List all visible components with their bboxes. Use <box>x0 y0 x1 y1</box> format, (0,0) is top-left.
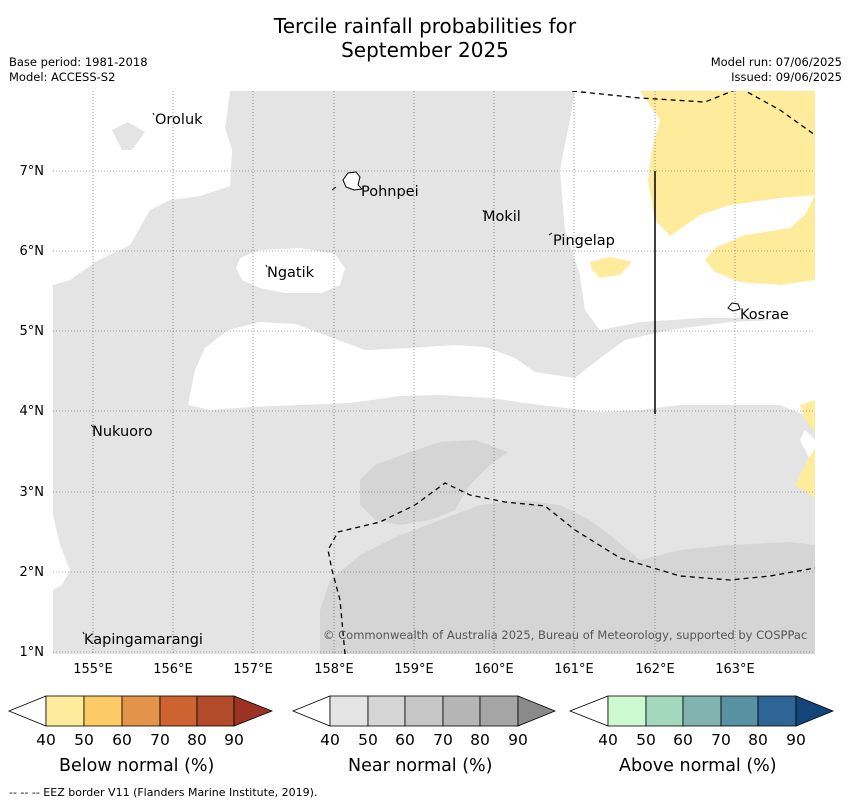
near-tick-40: 40 <box>320 731 340 749</box>
lon-tick-162e: 162°E <box>635 662 675 677</box>
model-run: Model run: 07/06/2025 <box>710 55 842 69</box>
near-normal-50-region-south <box>360 440 508 525</box>
meta-right: Model run: 07/06/2025 Issued: 09/06/2025 <box>711 55 842 85</box>
below-normal-legend-title: Below normal (%) <box>59 756 215 776</box>
below-normal-40-patch-east <box>590 257 632 278</box>
pohnpei-islet <box>331 186 337 191</box>
below-normal-40-patch-edge-b <box>795 448 815 498</box>
kosrae-island-outline <box>727 302 741 312</box>
eez-footnote: -- -- -- EEZ border V11 (Flanders Marine… <box>9 786 318 799</box>
lat-tick-3n: 3°N <box>19 485 45 500</box>
lat-tick-2n: 2°N <box>19 565 45 580</box>
below-normal-40-region-northeast <box>640 91 815 236</box>
lon-tick-160e: 160°E <box>474 662 514 677</box>
lat-tick-1n: 1°N <box>19 645 45 660</box>
base-period: Base period: 1981-2018 <box>9 55 148 69</box>
no-signal-region-west <box>53 91 232 285</box>
meta-left: Base period: 1981-2018 Model: ACCESS-S2 <box>9 55 148 85</box>
no-signal-region-south-west <box>53 515 70 590</box>
near-tick-70: 70 <box>433 731 453 749</box>
below-tick-70: 70 <box>150 731 170 749</box>
pohnpei-island-outline <box>342 171 364 191</box>
no-signal-region-ngatik <box>236 248 345 293</box>
title-line-1: Tercile rainfall probabilities for <box>273 14 577 38</box>
lat-tick-6n: 6°N <box>19 244 45 259</box>
near-tick-60: 60 <box>395 731 415 749</box>
lon-tick-161e: 161°E <box>554 662 594 677</box>
place-label-kapingamarangi: Kapingamarangi <box>84 632 203 648</box>
near-normal-40-northwest <box>112 122 145 150</box>
lon-tick-156e: 156°E <box>153 662 193 677</box>
above-tick-80: 80 <box>748 731 768 749</box>
above-tick-90: 90 <box>786 731 806 749</box>
below-tick-50: 50 <box>74 731 94 749</box>
above-tick-50: 50 <box>636 731 656 749</box>
eez-border <box>327 91 815 654</box>
colorbar-below-normal <box>7 695 274 727</box>
below-normal-40-region-east <box>705 195 815 285</box>
lat-tick-5n: 5°N <box>19 324 45 339</box>
near-normal-50-region-southeast <box>320 500 815 654</box>
place-label-nukuoro: Nukuoro <box>92 424 153 440</box>
near-normal-legend-title: Near normal (%) <box>348 756 493 776</box>
lon-tick-158e: 158°E <box>314 662 354 677</box>
lon-tick-163e: 163°E <box>715 662 755 677</box>
lon-tick-157e: 157°E <box>233 662 273 677</box>
place-label-pingelap: Pingelap <box>553 233 615 249</box>
place-label-pohnpei: Pohnpei <box>361 184 419 200</box>
no-signal-region-central <box>188 300 815 654</box>
below-tick-60: 60 <box>112 731 132 749</box>
below-tick-80: 80 <box>187 731 207 749</box>
above-tick-40: 40 <box>598 731 618 749</box>
colorbar-above-normal <box>568 695 835 727</box>
above-tick-60: 60 <box>673 731 693 749</box>
above-normal-legend-title: Above normal (%) <box>619 756 777 776</box>
lat-tick-7n: 7°N <box>19 164 45 179</box>
lon-tick-155e: 155°E <box>73 662 113 677</box>
title-line-2: September 2025 <box>341 38 509 62</box>
near-tick-90: 90 <box>508 731 528 749</box>
lon-tick-159e: 159°E <box>394 662 434 677</box>
colorbar-near-normal <box>291 695 557 727</box>
below-tick-90: 90 <box>224 731 244 749</box>
place-label-kosrae: Kosrae <box>740 307 789 323</box>
place-label-mokil: Mokil <box>483 209 521 225</box>
below-normal-40-patch-edge-a <box>800 400 815 432</box>
model-name: Model: ACCESS-S2 <box>9 70 116 84</box>
place-label-ngatik: Ngatik <box>267 265 315 281</box>
near-tick-80: 80 <box>470 731 490 749</box>
below-tick-40: 40 <box>36 731 56 749</box>
near-tick-50: 50 <box>358 731 378 749</box>
above-tick-70: 70 <box>711 731 731 749</box>
islet-markers <box>82 112 553 635</box>
place-label-oroluk: Oroluk <box>155 112 203 128</box>
issued-date: Issued: 09/06/2025 <box>731 70 842 84</box>
copyright-notice: © Commonwealth of Australia 2025, Bureau… <box>323 628 808 642</box>
lat-tick-4n: 4°N <box>19 404 45 419</box>
map-title: Tercile rainfall probabilities for Septe… <box>0 14 850 62</box>
